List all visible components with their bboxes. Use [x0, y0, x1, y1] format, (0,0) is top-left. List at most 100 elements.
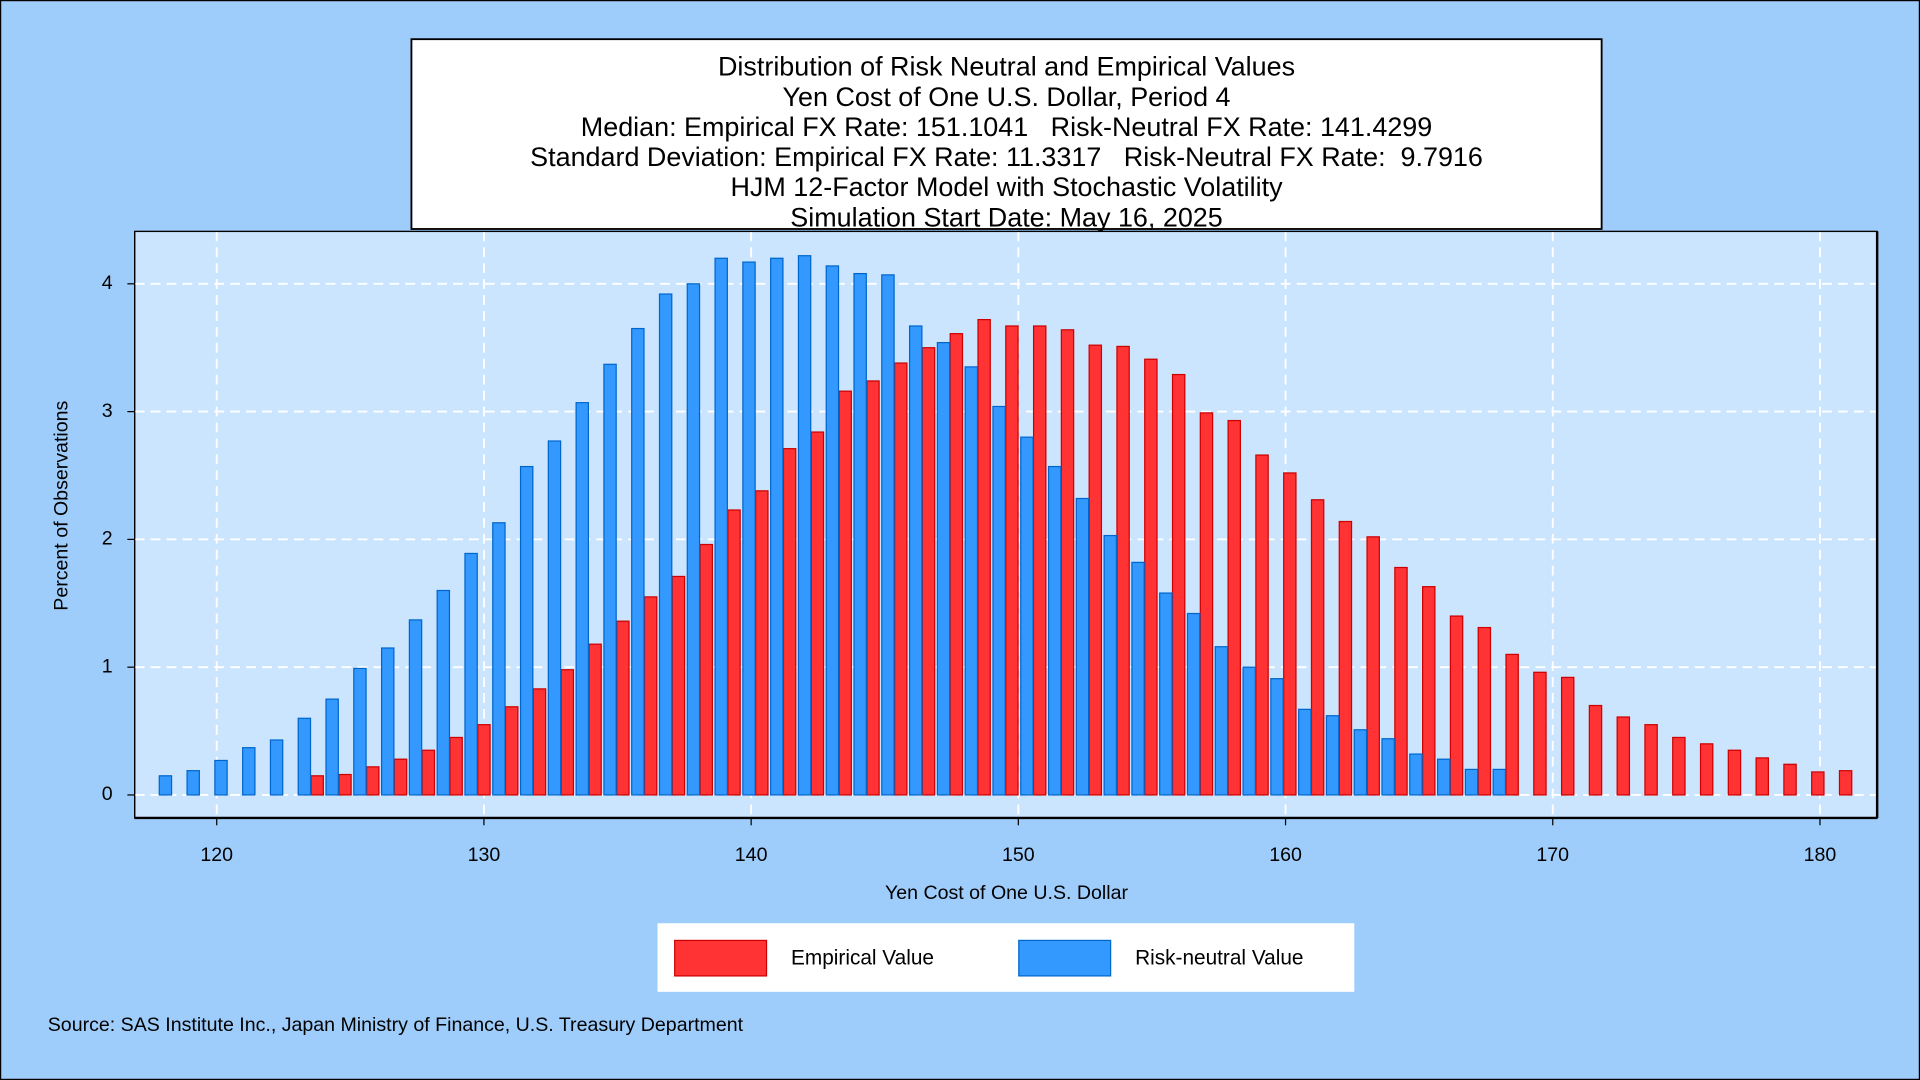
x-tick-label: 120 — [200, 844, 233, 866]
bar — [949, 333, 964, 796]
bar — [894, 362, 908, 796]
bar — [1298, 708, 1312, 796]
bar — [921, 347, 936, 796]
bar — [881, 274, 895, 796]
bar — [1131, 561, 1145, 796]
bar — [353, 667, 367, 796]
bar — [588, 643, 602, 796]
bar — [671, 575, 686, 796]
chart-title: Yen Cost of One U.S. Dollar, Period 4 — [783, 82, 1231, 112]
bar — [1366, 536, 1380, 796]
bar — [1144, 358, 1158, 796]
bar — [1353, 729, 1368, 796]
bar — [1310, 499, 1325, 796]
bar — [519, 465, 534, 796]
bar — [1505, 653, 1519, 796]
bar — [1838, 770, 1853, 796]
bar — [242, 747, 256, 796]
bar — [1464, 768, 1479, 796]
bar — [1477, 626, 1492, 796]
x-tick-label: 170 — [1536, 844, 1569, 866]
bar — [1088, 344, 1103, 796]
bar — [643, 596, 658, 796]
bar — [1338, 520, 1353, 796]
bar — [1047, 465, 1062, 796]
bar — [547, 440, 562, 796]
source: Source: SAS Institute Inc., Japan Minist… — [48, 1014, 744, 1036]
bar — [1492, 768, 1507, 796]
bar — [1020, 436, 1034, 796]
bar — [1394, 566, 1408, 796]
bar — [1783, 763, 1797, 796]
x-tick-label: 160 — [1269, 844, 1302, 866]
bar — [1699, 743, 1714, 796]
bar — [964, 366, 979, 796]
bar — [186, 770, 200, 796]
bar — [1616, 716, 1631, 796]
x-axis-label: Yen Cost of One U.S. Dollar — [885, 882, 1129, 904]
bar — [1227, 419, 1242, 796]
bar — [1075, 497, 1090, 796]
bar — [1449, 615, 1464, 796]
bar — [797, 255, 812, 796]
bar — [1186, 612, 1201, 796]
bar — [631, 327, 645, 796]
chart-title: Simulation Start Date: May 16, 2025 — [790, 202, 1222, 232]
bar — [421, 749, 436, 796]
bar — [269, 739, 284, 796]
bar — [1588, 704, 1603, 796]
bar — [1005, 325, 1019, 796]
bar — [1242, 666, 1256, 796]
x-tick-label: 130 — [468, 844, 501, 866]
bar — [477, 724, 491, 796]
bar — [504, 706, 519, 796]
chart-title: HJM 12-Factor Model with Stochastic Vola… — [730, 172, 1283, 202]
bar — [1032, 325, 1047, 796]
bar — [727, 509, 741, 796]
bar — [338, 773, 352, 796]
bar — [1755, 757, 1770, 796]
x-tick-label: 140 — [735, 844, 768, 866]
bar — [1381, 738, 1395, 796]
bar — [1060, 329, 1075, 796]
y-axis-label: Percent of Observations — [50, 400, 72, 610]
y-tick-label: 3 — [102, 400, 113, 422]
bar — [1422, 586, 1436, 796]
bar — [742, 261, 756, 796]
bar — [810, 431, 825, 796]
title-box — [410, 38, 1603, 230]
bar — [1644, 724, 1658, 796]
legend-label: Empirical Value — [791, 946, 934, 969]
bar — [1325, 715, 1340, 796]
bar — [1560, 676, 1575, 796]
bar — [770, 257, 784, 796]
bar — [838, 390, 852, 796]
bar — [992, 405, 1006, 796]
bar — [325, 698, 339, 796]
bar — [1255, 454, 1269, 796]
bar — [755, 490, 769, 796]
bar — [575, 402, 590, 796]
y-tick-label: 2 — [102, 528, 113, 550]
bar — [1159, 592, 1173, 796]
legend-swatch — [674, 939, 768, 977]
bar — [1116, 345, 1130, 796]
bar — [908, 325, 923, 796]
chart-title: Standard Deviation: Empirical FX Rate: 1… — [530, 142, 1483, 172]
bar — [1672, 736, 1686, 796]
bar — [936, 341, 951, 796]
bar — [658, 293, 673, 796]
bar — [782, 448, 797, 796]
bar — [1727, 749, 1742, 796]
legend-swatch — [1018, 939, 1112, 977]
bar — [214, 759, 228, 796]
bar — [492, 522, 506, 796]
bar — [366, 766, 380, 796]
bar — [603, 363, 617, 796]
bar — [1214, 646, 1229, 796]
y-tick-label: 4 — [102, 272, 113, 294]
bar — [853, 272, 867, 796]
bar — [393, 758, 408, 796]
bar — [464, 552, 478, 796]
